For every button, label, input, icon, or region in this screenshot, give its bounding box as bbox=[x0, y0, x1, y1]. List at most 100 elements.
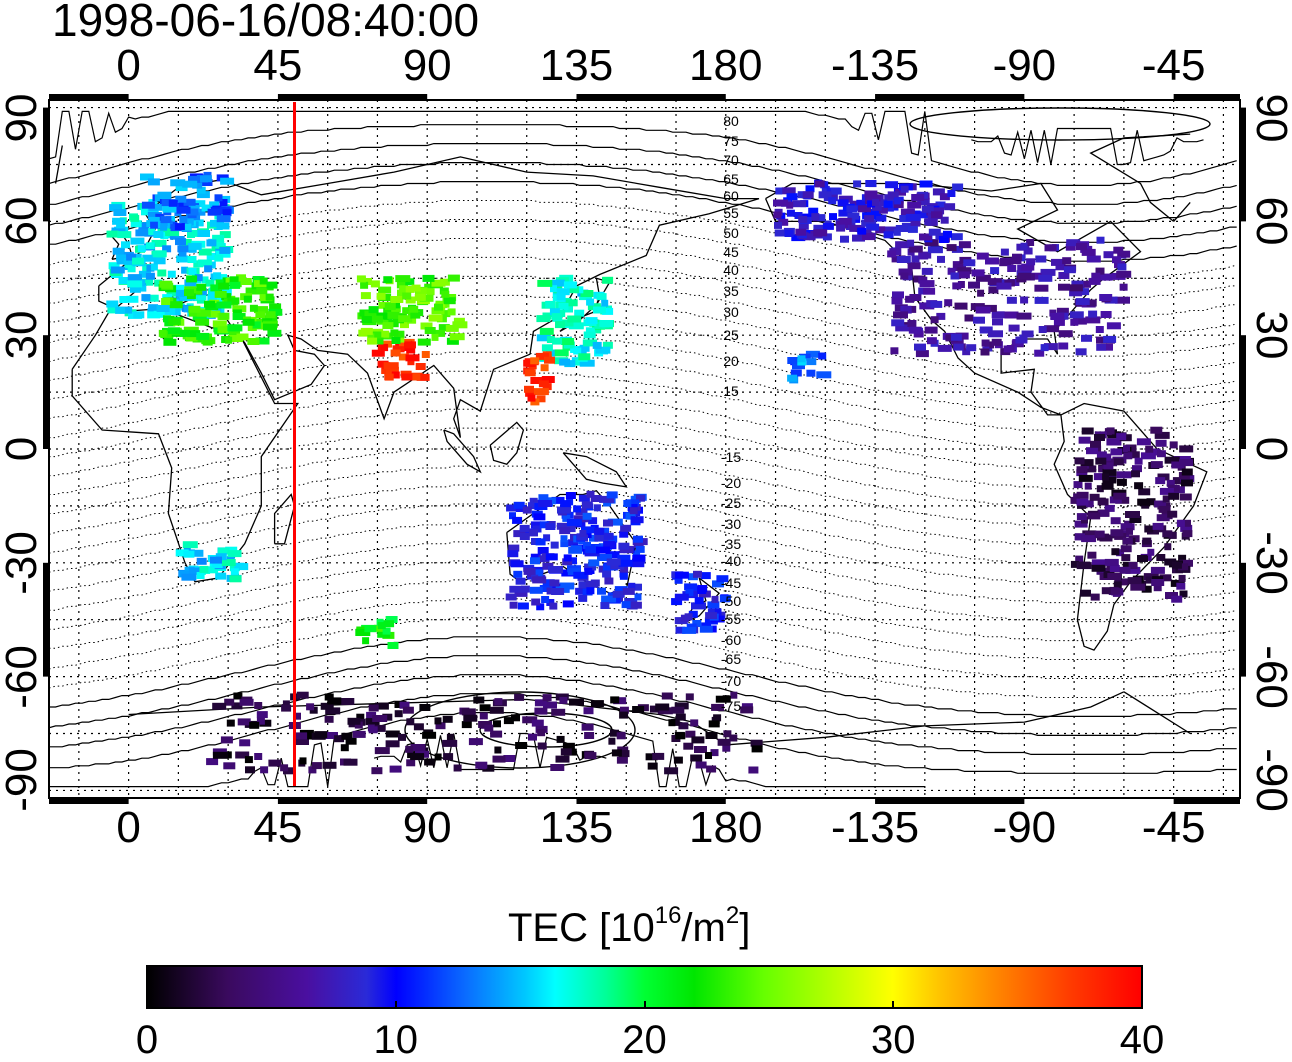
tec-cell-europe bbox=[141, 208, 150, 216]
tec-cell-alaska-canada bbox=[821, 186, 830, 193]
tec-cell-alaska-canada bbox=[895, 188, 906, 196]
tec-cell-mediterranean bbox=[159, 280, 173, 288]
tec-cell-north-america bbox=[1058, 283, 1070, 291]
tec-cell-australia bbox=[529, 586, 543, 594]
tec-cell-alaska-canada bbox=[773, 211, 782, 219]
tec-cell-new-zealand bbox=[688, 610, 698, 618]
tec-cell-antarctica bbox=[406, 759, 416, 767]
coastline-sumatra bbox=[443, 429, 482, 474]
tec-cell-australia bbox=[607, 518, 623, 526]
tec-cell-south-america bbox=[1096, 451, 1107, 459]
tec-cell-mediterranean bbox=[158, 329, 167, 337]
tec-cell-mediterranean bbox=[163, 315, 171, 323]
tec-cell-antarctica bbox=[690, 754, 703, 762]
tec-cell-north-america bbox=[890, 347, 899, 355]
tec-cell-north-america bbox=[918, 252, 929, 260]
tec-cell-antarctica bbox=[534, 699, 547, 707]
tec-cell-south-america bbox=[1091, 559, 1106, 567]
right-lat-label: 30 bbox=[1247, 310, 1292, 360]
tec-cell-south-america bbox=[1087, 551, 1097, 559]
tec-cell-south-america bbox=[1179, 459, 1193, 467]
tec-cell-australia bbox=[636, 494, 645, 502]
tec-cell-mediterranean bbox=[249, 304, 258, 312]
tec-cell-australia bbox=[551, 496, 565, 504]
tec-cell-central-asia bbox=[402, 292, 412, 300]
tec-cell-north-america bbox=[1099, 294, 1113, 301]
tec-cell-north-america bbox=[1091, 272, 1101, 280]
tec-cell-europe bbox=[156, 305, 170, 312]
tec-cell-antarctica bbox=[652, 752, 665, 760]
tec-cell-japan bbox=[579, 359, 595, 367]
tec-cell-south-america bbox=[1165, 592, 1178, 599]
tec-cell-europe bbox=[175, 238, 186, 246]
tec-cell-south-america bbox=[1099, 534, 1113, 542]
tec-cell-australia bbox=[546, 599, 555, 606]
tec-cell-north-america bbox=[924, 326, 938, 334]
tec-cell-antarctica bbox=[482, 764, 495, 772]
tec-cell-central-asia bbox=[431, 279, 446, 287]
tec-cell-new-zealand bbox=[700, 572, 711, 580]
tec-cell-mediterranean bbox=[229, 276, 239, 284]
tec-cell-alaska-canada bbox=[775, 187, 783, 195]
tec-cell-japan bbox=[583, 339, 598, 347]
tec-cell-south-america bbox=[1102, 473, 1110, 481]
tec-cell-north-america bbox=[914, 343, 926, 351]
tec-cell-mediterranean bbox=[232, 313, 246, 320]
map-frame bbox=[43, 94, 1246, 804]
tec-cell-south-america bbox=[1102, 468, 1117, 476]
tec-cell-north-america bbox=[1096, 343, 1107, 351]
tec-cell-australia bbox=[563, 554, 572, 562]
tec-cell-antarctica bbox=[619, 711, 629, 719]
tec-cell-south-africa bbox=[181, 573, 197, 581]
left-lat-label: -90 bbox=[0, 748, 46, 812]
tec-cell-central-asia bbox=[378, 286, 392, 294]
tec-cell-europe bbox=[198, 248, 212, 256]
tec-cell-antarctica bbox=[281, 704, 292, 712]
tec-cell-north-america bbox=[950, 272, 960, 280]
tec-cell-europe bbox=[187, 256, 197, 263]
tec-cell-south-america bbox=[1155, 439, 1167, 447]
tec-cell-north-america bbox=[1100, 311, 1112, 318]
tec-cell-scandinavia bbox=[157, 191, 172, 199]
tec-cell-north-america bbox=[930, 316, 939, 324]
tec-cell-alaska-canada bbox=[838, 209, 853, 217]
tec-cell-australia bbox=[573, 515, 589, 523]
tec-cell-south-africa bbox=[196, 572, 205, 579]
tec-cell-north-america bbox=[1069, 289, 1083, 297]
tec-cell-australia bbox=[620, 524, 632, 532]
tec-cell-australia bbox=[560, 535, 568, 543]
tec-cell-australia bbox=[548, 566, 563, 573]
tec-cell-south-america bbox=[1081, 535, 1097, 543]
tec-cell-hawaii bbox=[787, 357, 800, 364]
tec-cell-australia bbox=[588, 517, 598, 525]
tec-cell-antarctica bbox=[610, 729, 619, 737]
tec-cell-scandinavia bbox=[216, 215, 231, 223]
tec-cell-mediterranean bbox=[256, 287, 268, 295]
tec-cell-australia bbox=[520, 585, 530, 593]
tec-cell-scandinavia bbox=[219, 199, 228, 206]
tec-cell-antarctica bbox=[398, 733, 406, 741]
tec-cell-north-america bbox=[926, 337, 937, 345]
mag-contour--40 bbox=[49, 560, 1237, 642]
tec-cell-europe bbox=[150, 263, 158, 271]
tec-cell-scandinavia bbox=[181, 223, 192, 231]
tec-cell-north-america bbox=[1021, 263, 1035, 271]
tec-cell-australia bbox=[531, 569, 543, 577]
tec-cell-antarctica bbox=[324, 715, 334, 723]
tec-cell-europe bbox=[118, 277, 129, 284]
tec-cell-north-america bbox=[1056, 307, 1069, 315]
tec-cell-australia bbox=[589, 534, 598, 542]
tec-cell-alaska-canada bbox=[878, 206, 888, 214]
contour-label: -55 bbox=[721, 611, 741, 627]
tec-cell-antarctica bbox=[522, 716, 538, 724]
tec-cell-australia bbox=[560, 500, 572, 508]
tec-cell-north-america bbox=[1034, 284, 1049, 292]
contour-label: 65 bbox=[723, 171, 739, 187]
tec-cell-alaska-canada bbox=[822, 233, 832, 241]
tec-cell-north-america bbox=[1103, 251, 1114, 259]
tec-cell-europe bbox=[188, 268, 197, 275]
tec-cell-australia bbox=[578, 581, 591, 589]
tec-cell-japan bbox=[536, 315, 551, 323]
tec-cell-australia bbox=[556, 522, 572, 530]
tec-cell-antarctica bbox=[562, 742, 575, 750]
